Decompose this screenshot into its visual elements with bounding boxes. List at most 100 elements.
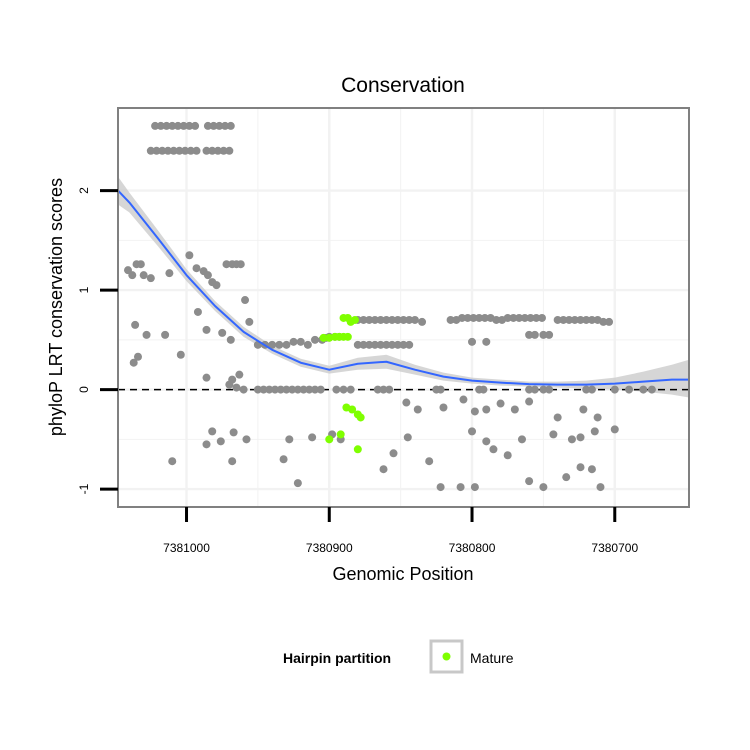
- data-point: [222, 260, 231, 269]
- data-point: [590, 427, 599, 436]
- mature-point: [336, 430, 345, 439]
- data-point: [229, 428, 238, 437]
- data-point: [232, 383, 241, 392]
- data-point: [310, 385, 319, 394]
- data-point: [186, 146, 195, 155]
- data-point: [173, 121, 182, 130]
- mature-point: [356, 413, 365, 422]
- data-point: [139, 271, 148, 280]
- data-point: [346, 385, 355, 394]
- data-point: [192, 146, 201, 155]
- data-point: [470, 407, 479, 416]
- data-point: [639, 385, 648, 394]
- x-tick-label: 7380700: [591, 541, 638, 555]
- data-point: [285, 435, 294, 444]
- x-tick-label: 7380900: [306, 541, 353, 555]
- data-point: [236, 260, 245, 269]
- data-point: [245, 317, 254, 326]
- data-point: [271, 385, 280, 394]
- data-point: [146, 274, 155, 283]
- data-point: [520, 313, 529, 322]
- data-point: [599, 317, 608, 326]
- data-point: [213, 146, 222, 155]
- data-point: [289, 337, 298, 346]
- data-point: [475, 313, 484, 322]
- data-point: [212, 281, 221, 290]
- data-point: [208, 146, 217, 155]
- data-point: [282, 385, 291, 394]
- data-point: [373, 385, 382, 394]
- data-point: [545, 330, 554, 339]
- data-point: [388, 315, 397, 324]
- x-axis: 7381000 7380900 7380800 7380700: [163, 507, 638, 555]
- data-point: [436, 483, 445, 492]
- data-point: [405, 340, 414, 349]
- data-point: [610, 425, 619, 434]
- data-point: [365, 315, 374, 324]
- data-point: [202, 440, 211, 449]
- data-point: [587, 385, 596, 394]
- data-point: [587, 465, 596, 474]
- data-point: [425, 457, 434, 466]
- data-point: [332, 385, 341, 394]
- data-point: [185, 251, 194, 260]
- data-point: [203, 271, 212, 280]
- data-point: [388, 340, 397, 349]
- data-point: [567, 435, 576, 444]
- data-point: [610, 385, 619, 394]
- data-point: [410, 315, 419, 324]
- data-point: [576, 463, 585, 472]
- legend-key-mature-dot: [442, 652, 451, 661]
- data-point: [185, 121, 194, 130]
- smooth-fit-line: [117, 189, 689, 386]
- data-point: [470, 483, 479, 492]
- data-point: [226, 335, 235, 344]
- data-point: [162, 121, 171, 130]
- data-point: [480, 313, 489, 322]
- data-point: [203, 121, 212, 130]
- data-point: [288, 385, 297, 394]
- data-point: [399, 315, 408, 324]
- data-point: [219, 146, 228, 155]
- data-point: [308, 433, 317, 442]
- data-point: [293, 385, 302, 394]
- data-point: [553, 315, 562, 324]
- data-point: [405, 315, 414, 324]
- data-point: [565, 315, 574, 324]
- data-point: [492, 315, 501, 324]
- data-point: [279, 455, 288, 464]
- y-tick-label: 0: [77, 386, 91, 393]
- data-point: [576, 315, 585, 324]
- data-point: [299, 385, 308, 394]
- mature-point: [325, 435, 334, 444]
- data-point: [403, 433, 412, 442]
- x-tick-label: 7381000: [163, 541, 210, 555]
- data-point: [489, 445, 498, 454]
- data-point: [413, 405, 422, 414]
- data-point: [128, 271, 137, 280]
- data-point: [370, 340, 379, 349]
- data-point: [131, 320, 140, 329]
- data-point: [202, 373, 211, 382]
- data-points: [123, 121, 656, 492]
- data-point: [510, 405, 519, 414]
- data-point: [169, 146, 178, 155]
- data-point: [259, 385, 268, 394]
- data-point: [208, 427, 217, 436]
- data-point: [579, 405, 588, 414]
- data-point: [530, 385, 539, 394]
- data-point: [562, 473, 571, 482]
- data-point: [228, 457, 237, 466]
- data-point: [161, 330, 170, 339]
- y-axis: -1 0 1 2: [77, 187, 118, 494]
- data-point: [553, 413, 562, 422]
- y-tick-label: 2: [77, 187, 91, 194]
- mature-point: [350, 315, 359, 324]
- data-point: [479, 385, 488, 394]
- data-point: [163, 146, 172, 155]
- data-point: [241, 296, 250, 305]
- data-point: [496, 399, 505, 408]
- data-point: [576, 433, 585, 442]
- data-point: [370, 315, 379, 324]
- data-point: [456, 483, 465, 492]
